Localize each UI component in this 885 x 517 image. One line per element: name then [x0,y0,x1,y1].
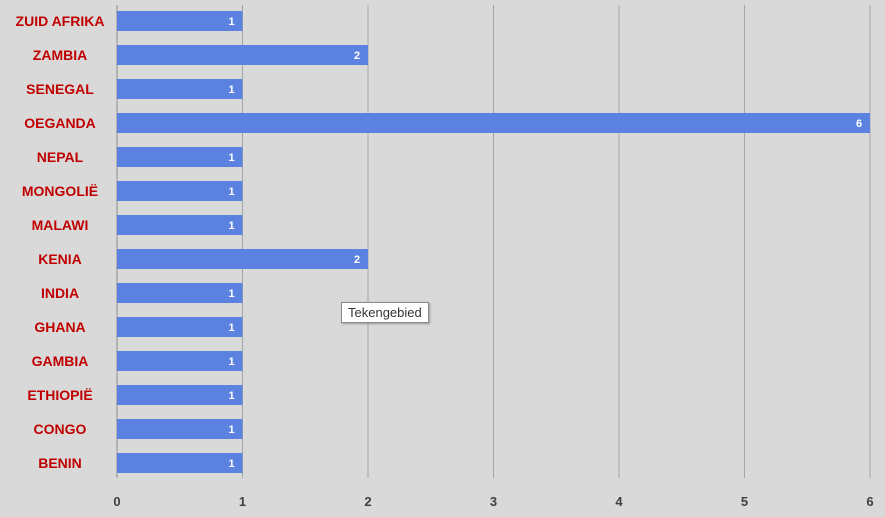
category-label-congo: CONGO [34,421,87,437]
bar-ethiopi-[interactable] [117,385,243,405]
bar-mongoli-[interactable] [117,181,243,201]
category-label-senegal: SENEGAL [26,81,94,97]
data-label-benin: 1 [228,458,234,470]
category-label-malawi: MALAWI [32,217,89,233]
data-label-zuid-afrika: 1 [228,16,234,28]
x-tick-label-1: 1 [239,494,246,509]
bar-zambia[interactable] [117,45,368,65]
data-label-india: 1 [228,288,234,300]
category-labels: ZUID AFRIKA ZAMBIA SENEGAL OEGANDA NEPAL MONG… [16,13,105,471]
chart-area-tooltip: Tekengebied [341,302,429,323]
bar-ghana[interactable] [117,317,243,337]
category-label-zambia: ZAMBIA [33,47,87,63]
data-label-ethiopi-: 1 [228,390,234,402]
data-label-senegal: 1 [228,84,234,96]
data-label-kenia: 2 [354,254,360,266]
data-label-gambia: 1 [228,356,234,368]
x-tick-label-6: 6 [866,494,873,509]
bar-oeganda[interactable] [117,113,870,133]
bar-india[interactable] [117,283,243,303]
category-label-kenia: KENIA [38,251,82,267]
category-label-nepal: NEPAL [37,149,84,165]
category-label-benin: BENIN [38,455,82,471]
category-label-india: INDIA [41,285,79,301]
category-label-ghana: GHANA [34,319,85,335]
x-axis-tick-labels: 0 1 2 3 4 5 6 [113,494,873,509]
category-label-mongoli-: MONGOLIË [22,183,98,199]
bar-benin[interactable] [117,453,243,473]
data-label-zambia: 2 [354,50,360,62]
x-tick-label-5: 5 [741,494,748,509]
data-label-nepal: 1 [228,152,234,164]
bar-senegal[interactable] [117,79,243,99]
data-label-malawi: 1 [228,220,234,232]
bar-gambia[interactable] [117,351,243,371]
gridlines [116,5,871,478]
data-label-mongoli-: 1 [228,186,234,198]
category-label-zuid-afrika: ZUID AFRIKA [16,13,105,29]
category-label-ethiopi-: ETHIOPIË [27,387,92,403]
bar-zuid-afrika[interactable] [117,11,243,31]
category-label-gambia: GAMBIA [32,353,89,369]
bar-nepal[interactable] [117,147,243,167]
x-tick-label-3: 3 [490,494,497,509]
x-tick-label-0: 0 [113,494,120,509]
bar-congo[interactable] [117,419,243,439]
bar-malawi[interactable] [117,215,243,235]
bar-kenia[interactable] [117,249,368,269]
data-label-ghana: 1 [228,322,234,334]
x-tick-label-4: 4 [615,494,623,509]
category-label-oeganda: OEGANDA [24,115,96,131]
data-label-oeganda: 6 [856,118,862,130]
x-tick-label-2: 2 [364,494,371,509]
data-label-congo: 1 [228,424,234,436]
